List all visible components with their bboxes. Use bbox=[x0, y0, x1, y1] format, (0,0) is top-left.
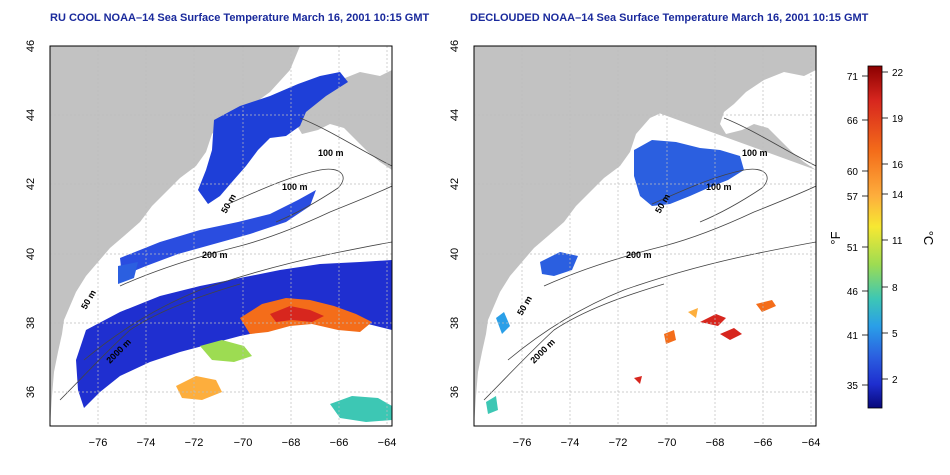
right-sst-warm-6 bbox=[634, 376, 642, 384]
left-sst-eddy-3 bbox=[330, 396, 392, 422]
right-y-tick: 44 bbox=[449, 109, 461, 121]
left-map-title: RU COOL NOAA–14 Sea Surface Temperature … bbox=[50, 12, 430, 24]
right-sst-warm-4 bbox=[756, 300, 776, 312]
colorbar-f-tick: 66 bbox=[847, 116, 859, 127]
right-sst-gulf-of-maine bbox=[634, 140, 744, 206]
colorbar-c-tick: 8 bbox=[892, 283, 898, 294]
colorbar-c-tick: 14 bbox=[892, 190, 904, 201]
right-y-tick: 38 bbox=[449, 317, 461, 329]
left-x-tick: −74 bbox=[137, 437, 156, 449]
colorbar-f-tick: 51 bbox=[847, 243, 859, 254]
colorbar-f-tick: 60 bbox=[847, 167, 859, 178]
colorbar-gradient bbox=[867, 65, 883, 409]
colorbar-f-tick: 35 bbox=[847, 381, 859, 392]
left-sst-eddy-1 bbox=[200, 340, 252, 362]
left-y-tick: 40 bbox=[25, 248, 37, 260]
left-y-tick: 42 bbox=[25, 178, 37, 190]
left-map-frame bbox=[49, 45, 393, 427]
colorbar-celsius-label: °C bbox=[921, 231, 936, 246]
left-x-tick: −72 bbox=[185, 437, 204, 449]
colorbar-c-tick: 19 bbox=[892, 114, 904, 125]
left-y-tick: 38 bbox=[25, 317, 37, 329]
left-sst-eddy-2 bbox=[176, 376, 222, 400]
right-y-tick: 36 bbox=[449, 386, 461, 398]
left-y-tick: 44 bbox=[25, 109, 37, 121]
left-contour-label: 100 m bbox=[318, 148, 344, 158]
colorbar-c-tick: 11 bbox=[892, 236, 903, 247]
right-map-frame bbox=[473, 45, 817, 427]
left-y-axis: 36 38 40 42 44 46 bbox=[25, 40, 37, 398]
right-shelf-white bbox=[560, 160, 816, 284]
right-sst-warm-2 bbox=[720, 328, 742, 340]
left-x-tick: −76 bbox=[89, 437, 108, 449]
right-x-tick: −66 bbox=[754, 437, 773, 449]
colorbar-f-tick: 41 bbox=[847, 331, 859, 342]
left-sst-gulfstream-core bbox=[270, 306, 324, 322]
right-x-tick: −68 bbox=[706, 437, 725, 449]
right-contour-label: 200 m bbox=[626, 250, 652, 260]
right-sst-warm-5 bbox=[664, 330, 676, 344]
colorbar-c-tick: 22 bbox=[892, 68, 904, 79]
colorbar-tick-marks bbox=[862, 71, 888, 386]
colorbar-f-tick: 71 bbox=[847, 72, 859, 83]
colorbar-f-tick: 46 bbox=[847, 287, 859, 298]
colorbar-fahrenheit-ticks: 71 66 60 57 51 46 41 35 bbox=[847, 72, 859, 392]
left-sst-shelf-band bbox=[120, 190, 316, 276]
left-y-tick: 36 bbox=[25, 386, 37, 398]
right-sst-patch-3 bbox=[486, 396, 498, 414]
right-map-panel: 100 m 100 m 50 m 200 m 50 m 2000 m −76 −… bbox=[449, 40, 820, 449]
left-contour-label: 200 m bbox=[202, 250, 228, 260]
left-x-tick: −70 bbox=[234, 437, 253, 449]
right-x-tick: −70 bbox=[658, 437, 677, 449]
left-map-panel: 100 m 100 m 50 m 200 m 50 m 2000 m −76 −… bbox=[25, 40, 396, 449]
right-sst-patch-1 bbox=[540, 252, 578, 276]
colorbar-f-tick: 57 bbox=[847, 192, 859, 203]
colorbar-fahrenheit-label: °F bbox=[828, 231, 843, 244]
left-y-tick: 46 bbox=[25, 40, 37, 52]
right-y-axis: 36 38 40 42 44 46 bbox=[449, 40, 461, 398]
right-x-tick: −76 bbox=[513, 437, 532, 449]
right-gridlines bbox=[474, 46, 816, 426]
right-coastline-land bbox=[474, 46, 724, 426]
right-y-tick: 46 bbox=[449, 40, 461, 52]
left-x-axis: −76 −74 −72 −70 −68 −66 −64 bbox=[89, 437, 397, 449]
left-coastline-land bbox=[50, 46, 300, 426]
right-sst-warm-3 bbox=[688, 308, 698, 318]
colorbar-c-tick: 2 bbox=[892, 375, 898, 386]
left-sst-slope-warm bbox=[76, 260, 392, 408]
colorbar-c-tick: 5 bbox=[892, 329, 898, 340]
right-y-tick: 42 bbox=[449, 178, 461, 190]
right-map-title: DECLOUDED NOAA–14 Sea Surface Temperatur… bbox=[470, 12, 869, 24]
left-sst-gulf-of-maine bbox=[198, 72, 348, 204]
colorbar: 71 66 60 57 51 46 41 35 22 19 16 14 11 8 bbox=[828, 65, 936, 409]
right-y-tick: 40 bbox=[449, 248, 461, 260]
right-contour-label: 100 m bbox=[706, 182, 732, 192]
colorbar-celsius-ticks: 22 19 16 14 11 8 5 2 bbox=[892, 68, 904, 386]
left-x-tick: −64 bbox=[378, 437, 397, 449]
right-x-tick: −64 bbox=[802, 437, 821, 449]
left-land-mass bbox=[50, 46, 392, 170]
right-x-axis: −76 −74 −72 −70 −68 −66 −64 bbox=[513, 437, 821, 449]
right-x-tick: −72 bbox=[609, 437, 628, 449]
left-x-tick: −68 bbox=[282, 437, 301, 449]
left-x-tick: −66 bbox=[330, 437, 349, 449]
right-contour-label: 100 m bbox=[742, 148, 768, 158]
right-x-tick: −74 bbox=[561, 437, 580, 449]
left-gridlines bbox=[50, 46, 392, 426]
left-sst-inshore bbox=[118, 262, 138, 284]
left-contour-label: 100 m bbox=[282, 182, 308, 192]
colorbar-c-tick: 16 bbox=[892, 160, 904, 171]
